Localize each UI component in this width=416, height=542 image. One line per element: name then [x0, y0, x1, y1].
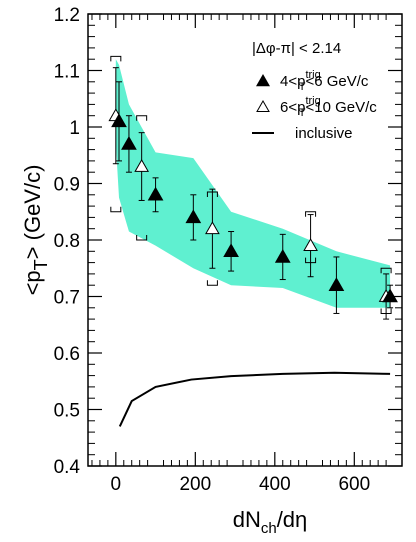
x-axis-title-part: dN: [233, 507, 261, 532]
y-tick-label: 0.4: [54, 457, 81, 478]
legend: |Δφ-π| < 2.14 4<ptrig T<6 GeV/c 6<ptrig T<…: [252, 40, 377, 142]
y-tick-label: 0.8: [54, 231, 80, 252]
open-triangle-point: [134, 159, 150, 172]
y-tick-label: 0.9: [54, 175, 80, 196]
filled-triangle-point: [382, 288, 398, 303]
filled-triangle-point: [328, 277, 345, 291]
y-tick-label: 0.5: [54, 401, 80, 422]
x-axis-title-text: dNch/dη: [233, 507, 308, 537]
filled-triangle-point: [111, 113, 127, 128]
legend-filled-triangle-marker: [256, 74, 270, 87]
open-systematic-bracket-top: [305, 211, 317, 217]
y-tick-label: 0.6: [54, 344, 80, 365]
open-systematic-bracket-bottom: [206, 280, 218, 286]
x-tick-label: 200: [179, 474, 211, 495]
open-triangle-point: [205, 221, 220, 235]
systematic-band: [115, 59, 391, 308]
filled-triangle-point: [223, 243, 239, 258]
open-systematic-bracket-top: [110, 55, 122, 62]
legend-header: |Δφ-π| < 2.14: [252, 40, 341, 57]
data-series-layer: [108, 55, 398, 427]
x-tick-label: 0: [111, 474, 122, 495]
x-tick-label: 400: [259, 474, 291, 495]
axis-ticks: 0.4 0.5 0.6 0.7 0.8 0.9 1 1.1 1.2 0 200 400 600: [54, 5, 402, 495]
y-axis-title-part: <p: [20, 270, 45, 295]
legend-open-triangle-marker: [256, 99, 270, 112]
legend-entry-open: 6<ptrig T<10 GeV/c: [280, 95, 377, 119]
y-tick-label: 1.2: [54, 5, 80, 26]
y-tick-label: 0.7: [54, 288, 80, 309]
open-systematic-bracket-bottom: [136, 235, 148, 241]
filled-triangle-point: [274, 248, 291, 263]
open-systematic-bracket-top: [136, 115, 148, 121]
y-axis-title: <pT> (GeV/c): [20, 165, 51, 296]
x-axis-title-part: /dη: [277, 507, 308, 532]
filled-triangle-point: [147, 186, 164, 201]
legend-entry-inclusive: inclusive: [295, 125, 353, 142]
open-systematic-bracket-bottom: [110, 206, 122, 213]
open-triangle-point: [303, 238, 318, 252]
x-axis-title: dNch/dη: [233, 507, 308, 537]
legend-entry-filled: 4<ptrig T<6 GeV/c: [280, 69, 369, 93]
inclusive-curve: [118, 371, 391, 427]
open-systematic-bracket-top: [380, 267, 392, 274]
systematic-band-layer: [115, 59, 391, 308]
y-tick-label: 1.1: [54, 62, 80, 83]
y-axis-title-part: > (GeV/c): [20, 165, 45, 260]
y-axis-title-sub: T: [31, 259, 51, 270]
y-tick-label: 1: [69, 118, 80, 139]
y-axis-title-text: <pT> (GeV/c): [20, 165, 51, 296]
filled-triangle-point: [121, 135, 137, 150]
x-axis-title-sub: ch: [261, 520, 277, 537]
x-tick-label: 600: [338, 474, 370, 495]
filled-triangle-point: [185, 209, 202, 224]
